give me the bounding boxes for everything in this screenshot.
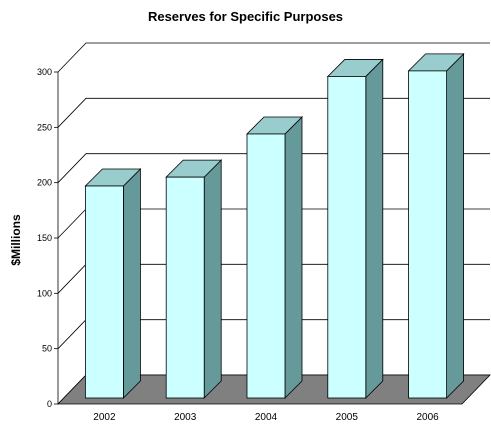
y-tick-label: 50 bbox=[42, 344, 52, 354]
x-tick-label: 2003 bbox=[174, 412, 197, 423]
x-tick-label: 2005 bbox=[336, 412, 359, 423]
y-tick-label: 150 bbox=[37, 233, 52, 243]
bar-side bbox=[284, 116, 303, 399]
bar bbox=[327, 76, 367, 399]
x-tick-label: 2002 bbox=[93, 412, 116, 423]
y-tick-label: 100 bbox=[37, 288, 52, 298]
x-tick-label: 2006 bbox=[416, 412, 439, 423]
x-tick-label: 2004 bbox=[255, 412, 278, 423]
y-tick-label: 200 bbox=[37, 178, 52, 188]
bar bbox=[85, 185, 124, 399]
bar-side bbox=[203, 159, 222, 399]
bar bbox=[408, 70, 448, 399]
y-tick-label: 300 bbox=[37, 67, 52, 77]
bar-side bbox=[123, 168, 141, 399]
y-tick-label: 0 bbox=[47, 399, 52, 409]
bar-side bbox=[365, 58, 384, 399]
gridline bbox=[57, 42, 490, 73]
bar bbox=[165, 176, 205, 399]
chart-title: Reserves for Specific Purposes bbox=[147, 9, 344, 24]
bar bbox=[246, 133, 286, 399]
y-tick-label: 250 bbox=[37, 122, 52, 132]
bar-side bbox=[446, 52, 465, 399]
